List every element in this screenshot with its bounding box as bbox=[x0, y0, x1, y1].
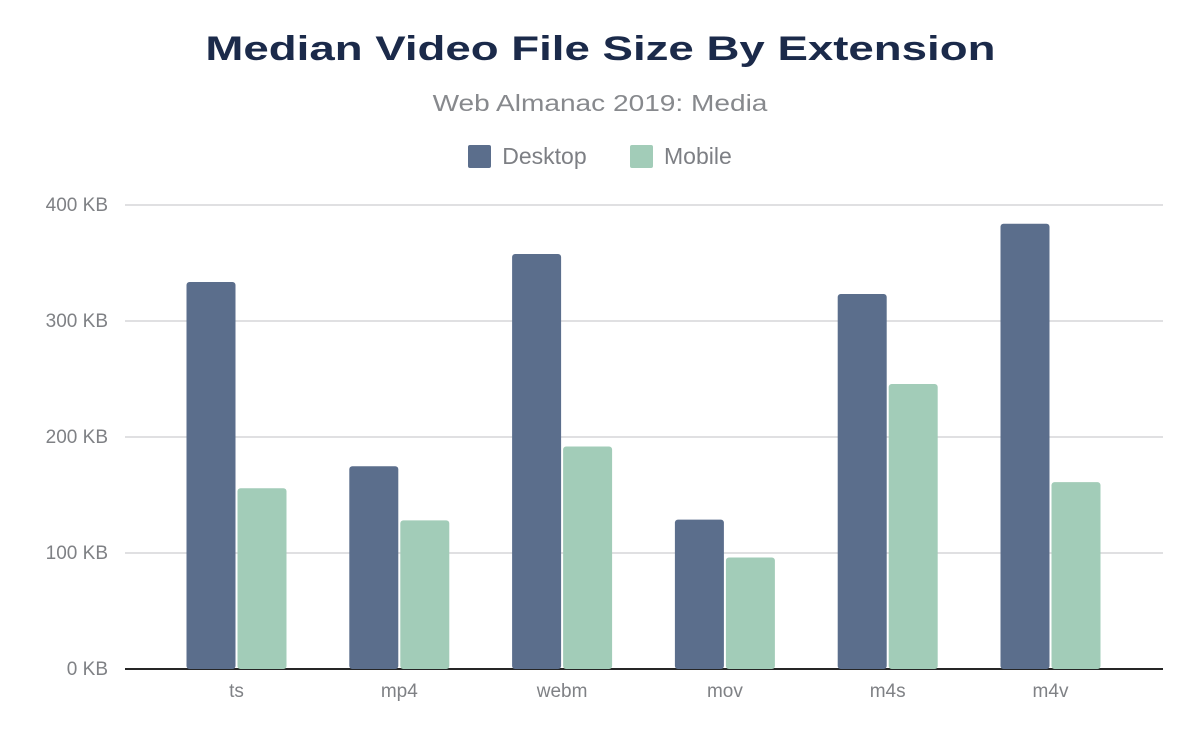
svg-text:mov: mov bbox=[707, 681, 743, 702]
svg-text:mp4: mp4 bbox=[381, 681, 418, 702]
svg-text:0 KB: 0 KB bbox=[67, 659, 108, 680]
svg-text:m4v: m4v bbox=[1033, 681, 1069, 702]
svg-text:webm: webm bbox=[536, 681, 588, 702]
svg-text:300 KB: 300 KB bbox=[46, 311, 108, 332]
svg-text:100 KB: 100 KB bbox=[46, 543, 108, 564]
svg-text:m4s: m4s bbox=[870, 681, 906, 702]
svg-text:ts: ts bbox=[229, 681, 244, 702]
svg-text:200 KB: 200 KB bbox=[46, 427, 108, 448]
svg-text:400 KB: 400 KB bbox=[46, 195, 108, 216]
